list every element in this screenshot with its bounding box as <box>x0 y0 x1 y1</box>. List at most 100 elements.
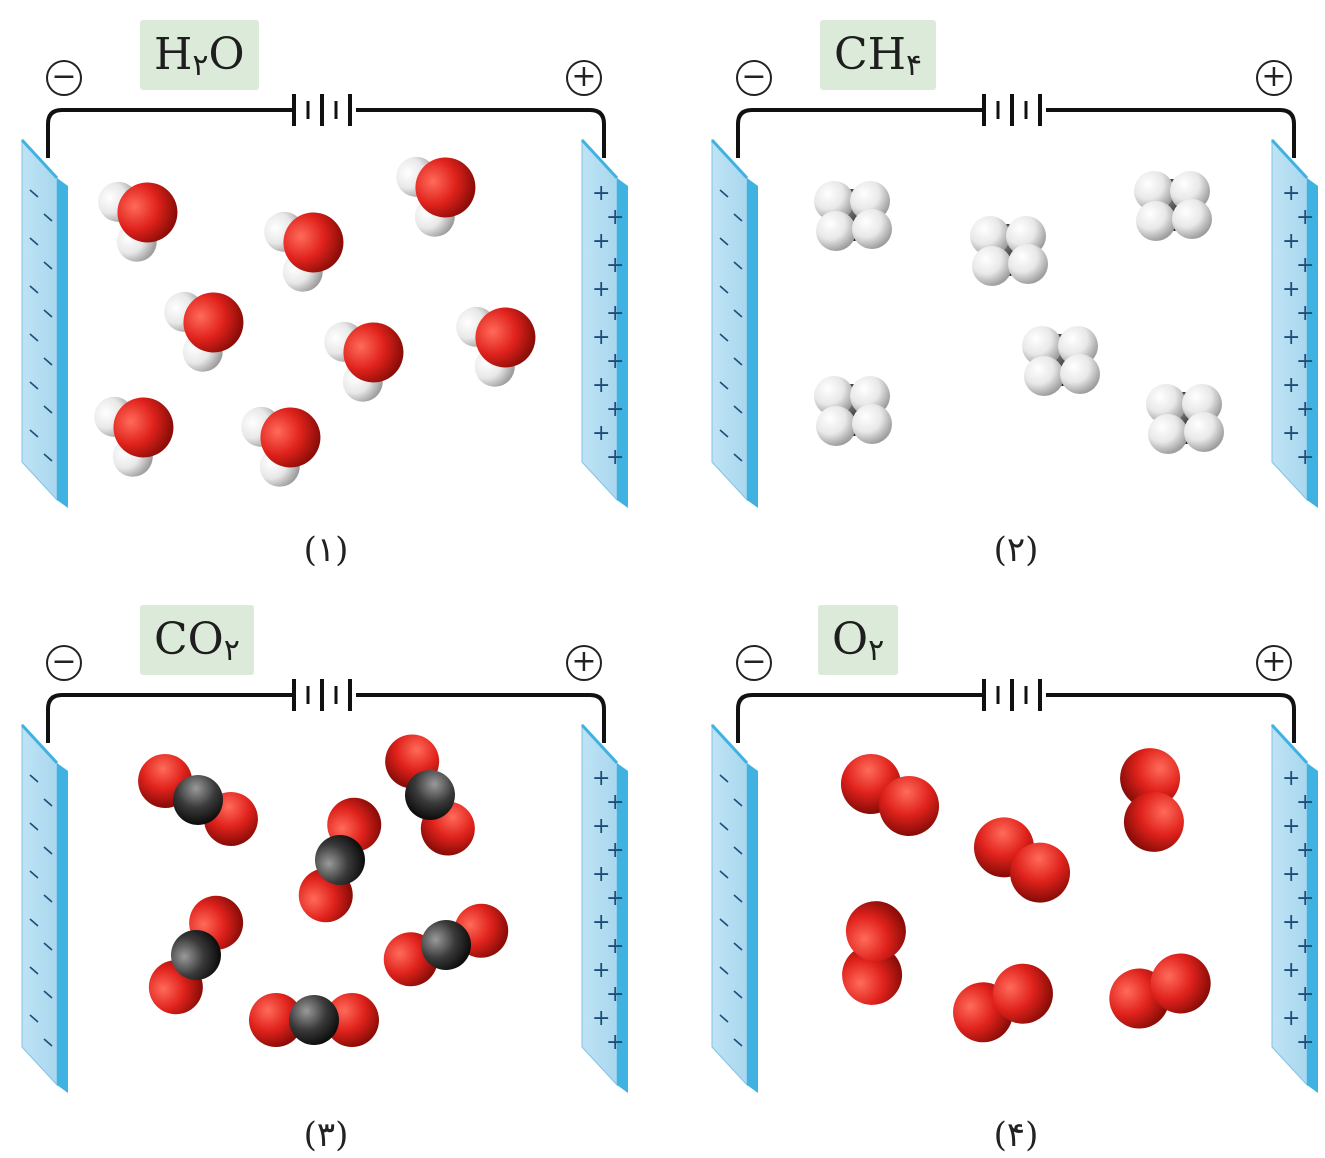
oxygen-molecule <box>1120 748 1184 852</box>
oxygen-atom <box>1120 748 1181 809</box>
positive-terminal-icon: + <box>566 60 602 96</box>
hydrogen-atom <box>816 211 856 251</box>
oxygen-atom <box>183 292 244 353</box>
formula-subscript: ۴ <box>906 48 923 83</box>
svg-text:+: + <box>606 397 624 422</box>
positive-plate: ++++++++++++ <box>580 138 628 508</box>
water-molecule <box>324 321 404 402</box>
hydrogen-atom <box>1146 384 1186 424</box>
positive-plate: ++++++++++++ <box>1270 138 1318 508</box>
svg-text:+: + <box>606 445 624 470</box>
svg-text:+: + <box>606 982 624 1007</box>
formula-label: O۲ <box>818 605 899 675</box>
formula-label: H۲O <box>140 20 259 90</box>
negative-terminal-icon: − <box>46 60 82 96</box>
svg-text:+: + <box>1282 181 1300 206</box>
svg-text:+: + <box>592 958 610 983</box>
formula-label: CH۴ <box>820 20 937 90</box>
carbon-atom <box>315 835 365 885</box>
svg-text:+: + <box>592 766 610 791</box>
formula-label: CO۲ <box>140 605 254 675</box>
carbon-atom <box>405 770 455 820</box>
svg-text:+: + <box>606 934 624 959</box>
oxygen-atom <box>992 963 1053 1024</box>
carbon-dioxide-molecule <box>249 993 379 1047</box>
water-molecule <box>94 396 174 477</box>
hydrogen-atom <box>970 216 1010 256</box>
svg-text:+: + <box>606 1030 624 1055</box>
svg-text:+: + <box>1296 1030 1314 1055</box>
battery-icon <box>292 94 352 126</box>
carbon-atom <box>421 920 471 970</box>
svg-text:+: + <box>592 1006 610 1031</box>
svg-text:+: + <box>1282 373 1300 398</box>
hydrogen-atom <box>1134 171 1174 211</box>
carbon-atom <box>173 775 223 825</box>
panel-1: + + + + + + + + + + + + H۲O − + (۱) <box>0 0 662 573</box>
svg-text:+: + <box>1282 958 1300 983</box>
methane-molecule <box>1022 326 1100 396</box>
oxygen-atom <box>113 397 174 458</box>
negative-terminal-icon: − <box>736 645 772 681</box>
svg-text:+: + <box>1296 886 1314 911</box>
circuit-wire <box>736 108 1296 158</box>
svg-text:+: + <box>1296 838 1314 863</box>
carbon-dioxide-molecule <box>383 903 509 987</box>
water-molecule <box>456 306 536 387</box>
svg-text:+: + <box>606 349 624 374</box>
svg-text:+: + <box>592 373 610 398</box>
panel-illustration: ++++++++++++ <box>710 679 1318 1093</box>
carbon-atom <box>289 995 339 1045</box>
hydrogen-atom <box>1136 201 1176 241</box>
water-molecule <box>98 181 178 262</box>
hydrogen-atom <box>852 209 892 249</box>
battery-icon <box>292 679 352 711</box>
hydrogen-atom <box>816 406 856 446</box>
positive-plate: ++++++++++++ <box>580 723 628 1093</box>
panel-caption: (۲) <box>993 530 1039 570</box>
hydrogen-atom <box>1148 414 1188 454</box>
svg-text:+: + <box>1296 790 1314 815</box>
svg-text:+: + <box>592 181 610 206</box>
panel-caption: (۳) <box>303 1115 349 1155</box>
methane-molecule <box>814 376 892 446</box>
oxygen-atom <box>343 322 404 383</box>
svg-text:+: + <box>592 862 610 887</box>
oxygen-atom <box>1010 842 1071 903</box>
oxygen-atom <box>1150 953 1211 1014</box>
methane-molecule <box>814 181 892 251</box>
oxygen-atom <box>249 993 303 1047</box>
water-molecule <box>241 406 321 487</box>
formula-tail: O <box>208 29 245 80</box>
hydrogen-atom <box>814 376 854 416</box>
positive-plate: ++++++++++++ <box>1270 723 1318 1093</box>
methane-molecule <box>970 216 1048 286</box>
panel-illustration: ++++++++++++ <box>20 94 628 508</box>
panel-illustration: ++++++++++++ <box>20 679 628 1093</box>
panel-illustration: ++++++++++++ <box>710 94 1318 508</box>
svg-text:+: + <box>592 910 610 935</box>
panel-caption: (۱) <box>303 530 349 570</box>
oxygen-atom <box>260 407 321 468</box>
oxygen-molecule <box>842 901 906 1005</box>
negative-terminal-icon: − <box>46 645 82 681</box>
hydrogen-atom <box>1022 326 1062 366</box>
oxygen-molecule <box>840 754 940 836</box>
negative-plate <box>20 723 68 1093</box>
battery-icon <box>982 679 1042 711</box>
panel-4: + + + + + + + + + + + + O۲− + (۴) <box>690 585 1325 1158</box>
hydrogen-atom <box>814 181 854 221</box>
svg-text:+: + <box>1282 421 1300 446</box>
hydrogen-atom <box>1024 356 1064 396</box>
svg-text:+: + <box>1296 934 1314 959</box>
hydrogen-atom <box>852 404 892 444</box>
negative-plate <box>710 138 758 508</box>
formula-main: CH <box>834 29 907 80</box>
hydrogen-atom <box>972 246 1012 286</box>
svg-text:+: + <box>1282 1006 1300 1031</box>
panel-2: + + + + + + + + + + + + CH۴− + (۲) <box>690 0 1325 573</box>
hydrogen-atom <box>1184 412 1224 452</box>
hydrogen-atom <box>1060 354 1100 394</box>
methane-molecule <box>1134 171 1212 241</box>
svg-text:+: + <box>592 229 610 254</box>
